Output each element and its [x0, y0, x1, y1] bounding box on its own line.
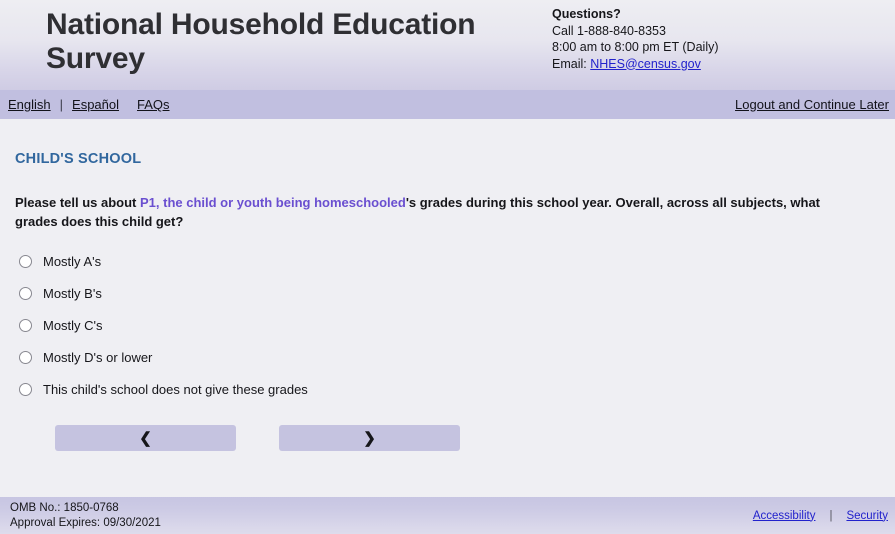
option-label-mostly-bs: Mostly B's — [43, 285, 102, 301]
option-row-no-grades-given[interactable]: This child's school does not give these … — [19, 373, 881, 405]
radio-icon-mostly-cs[interactable] — [19, 318, 32, 332]
radio-icon-mostly-as[interactable] — [19, 254, 32, 268]
question-part-2: 's grades during this school year. Overa… — [15, 195, 821, 229]
section-title: CHILD'S SCHOOL — [15, 151, 142, 167]
option-row-mostly-bs[interactable]: Mostly B's — [19, 277, 881, 309]
next-button[interactable]: ❯ — [279, 425, 460, 451]
contact-heading: Questions? — [552, 7, 621, 21]
radio-icon-mostly-ds-or-lower[interactable] — [19, 350, 32, 364]
nav-separator: | — [59, 97, 64, 112]
contact-phone: Call 1-888-840-8353 — [552, 23, 666, 38]
radio-icon-no-grades-given[interactable] — [19, 382, 32, 396]
footer-separator: | — [829, 509, 833, 522]
contact-info: Questions? Call 1-888-840-8353 8:00 am t… — [552, 0, 719, 72]
back-button[interactable]: ❮ — [55, 425, 236, 451]
contact-email-link[interactable]: NHES@census.gov — [590, 56, 701, 71]
page-title: National Household Education Survey — [46, 8, 476, 75]
omb-info: OMB No.: 1850-0768 Approval Expires: 09/… — [10, 501, 161, 531]
footer-link-accessibility[interactable]: Accessibility — [752, 509, 816, 522]
navbar-left-group: English | Español FAQs — [8, 97, 170, 112]
option-label-mostly-cs: Mostly C's — [43, 317, 103, 333]
question-part-1: Please tell us about — [15, 195, 140, 210]
omb-approval-expires: Approval Expires: 09/30/2021 — [10, 516, 161, 529]
chevron-left-icon: ❮ — [139, 429, 152, 447]
option-row-mostly-as[interactable]: Mostly A's — [19, 245, 881, 277]
option-row-mostly-ds-or-lower[interactable]: Mostly D's or lower — [19, 341, 881, 373]
site-footer: OMB No.: 1850-0768 Approval Expires: 09/… — [0, 497, 895, 534]
language-navbar: English | Español FAQs Logout and Contin… — [0, 90, 895, 119]
option-label-no-grades-given: This child's school does not give these … — [43, 381, 308, 397]
omb-number: OMB No.: 1850-0768 — [10, 501, 119, 514]
main-content: CHILD'S SCHOOL Please tell us about P1, … — [0, 119, 895, 497]
contact-email-label: Email: — [552, 56, 587, 71]
site-header: National Household Education Survey Ques… — [0, 0, 895, 90]
question-text: Please tell us about P1, the child or yo… — [13, 167, 881, 231]
footer-link-group: Accessibility | Security — [753, 510, 888, 522]
radio-icon-mostly-bs[interactable] — [19, 286, 32, 300]
answer-options-group: Mostly A's Mostly B's Mostly C's Mostly … — [13, 231, 881, 405]
option-label-mostly-ds-or-lower: Mostly D's or lower — [43, 349, 153, 365]
chevron-right-icon: ❯ — [363, 429, 376, 447]
contact-hours: 8:00 am to 8:00 pm ET (Daily) — [552, 40, 719, 54]
nav-link-espanol[interactable]: Español — [72, 97, 120, 112]
navigation-button-bar: ❮ ❯ — [13, 405, 881, 451]
nav-link-english[interactable]: English — [8, 97, 51, 112]
question-fill-text: P1, the child or youth being homeschoole… — [140, 195, 406, 210]
contact-email-row: Email: NHES@census.gov — [552, 56, 719, 73]
footer-link-security[interactable]: Security — [846, 509, 888, 522]
nav-link-logout-continue-later[interactable]: Logout and Continue Later — [735, 97, 889, 112]
option-row-mostly-cs[interactable]: Mostly C's — [19, 309, 881, 341]
option-label-mostly-as: Mostly A's — [43, 253, 102, 269]
nav-link-faqs[interactable]: FAQs — [137, 97, 170, 112]
